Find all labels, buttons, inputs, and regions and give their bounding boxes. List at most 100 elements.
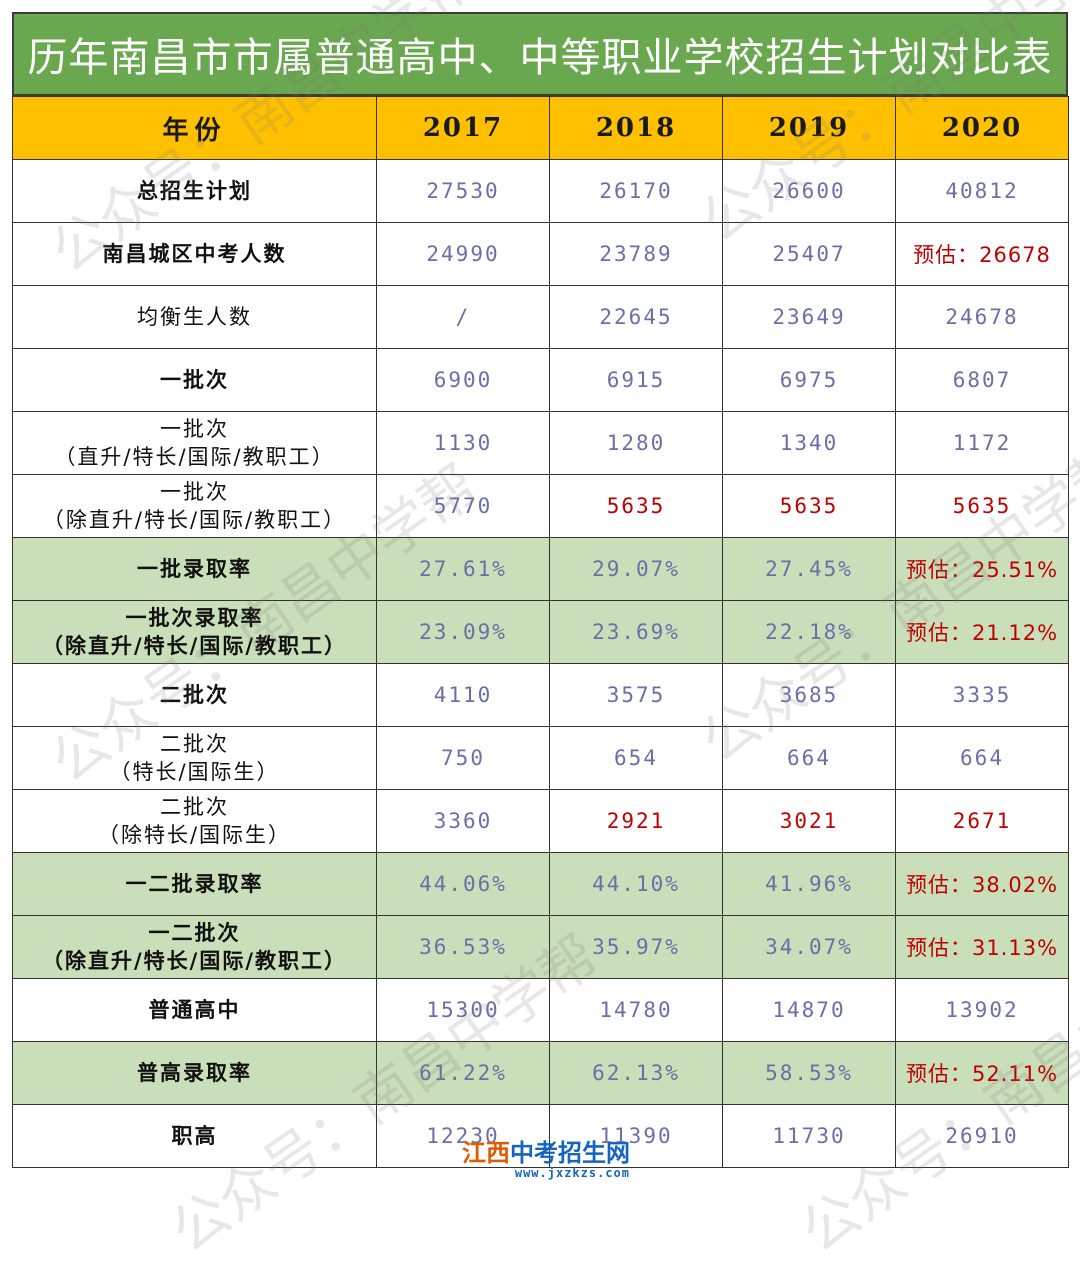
comparison-sheet: 历年南昌市市属普通高中、中等职业学校招生计划对比表 年份 2017 2018 2… (12, 12, 1069, 1168)
table-row: 一批次 6900 6915 6975 6807 (12, 348, 1069, 412)
table-cell: 22645 (549, 285, 723, 349)
site-logo: 江西中考招生网 www.jxzkzs.com (462, 1138, 630, 1182)
table-cell: 11390 (549, 1104, 723, 1168)
table-cell: 664 (722, 726, 896, 790)
table-row: 二批次 4110 3575 3685 3335 (12, 663, 1069, 727)
logo-brand-a: 江西 (462, 1139, 510, 1167)
table-title: 历年南昌市市属普通高中、中等职业学校招生计划对比表 (12, 12, 1068, 96)
table-cell: 3360 (376, 789, 550, 853)
logo-brand-b: 中考招生网 (510, 1139, 630, 1167)
table-cell: 26910 (895, 1104, 1069, 1168)
table-cell: 750 (376, 726, 550, 790)
header-year-2017: 2017 (376, 96, 550, 160)
table-cell: 24678 (895, 285, 1069, 349)
table-row: 南昌城区中考人数 24990 23789 25407 预估：26678 (12, 222, 1069, 286)
table-cell: 23789 (549, 222, 723, 286)
row-label: 一批次 （直升/特长/国际/教职工） (12, 411, 377, 475)
table-cell: 44.06% (376, 852, 550, 916)
table-cell: 2921 (549, 789, 723, 853)
table-cell: 61.22% (376, 1041, 550, 1105)
row-label: 均衡生人数 (12, 285, 377, 349)
table-cell: 预估：21.12% (895, 600, 1069, 664)
table-cell: 6900 (376, 348, 550, 412)
table-cell: 6807 (895, 348, 1069, 412)
table-cell: 3575 (549, 663, 723, 727)
table-row: 职高 12230 11390 11730 26910 (12, 1104, 1069, 1168)
table-cell: / (376, 285, 550, 349)
table-row: 一批录取率 27.61% 29.07% 27.45% 预估：25.51% (12, 537, 1069, 601)
row-label: 二批次 （特长/国际生） (12, 726, 377, 790)
table-cell: 5635 (895, 474, 1069, 538)
table-cell: 23649 (722, 285, 896, 349)
table-cell: 25407 (722, 222, 896, 286)
table-cell: 2671 (895, 789, 1069, 853)
table-row: 总招生计划 27530 26170 26600 40812 (12, 159, 1069, 223)
row-label: 二批次 （除特长/国际生） (12, 789, 377, 853)
table-cell: 6915 (549, 348, 723, 412)
table-cell: 1172 (895, 411, 1069, 475)
row-label: 一二批次 （除直升/特长/国际/教职工） (12, 915, 377, 979)
table-cell: 3335 (895, 663, 1069, 727)
table-row: 一批次录取率 （除直升/特长/国际/教职工） 23.09% 23.69% 22.18%… (12, 600, 1069, 664)
table-cell: 11730 (722, 1104, 896, 1168)
row-label: 一二批录取率 (12, 852, 377, 916)
table-cell: 预估：31.13% (895, 915, 1069, 979)
table-row: 普通高中 15300 14780 14870 13902 (12, 978, 1069, 1042)
table-cell: 15300 (376, 978, 550, 1042)
table-cell: 26600 (722, 159, 896, 223)
header-row: 年份 2017 2018 2019 2020 (12, 96, 1069, 160)
row-label: 总招生计划 (12, 159, 377, 223)
header-year-2020: 2020 (895, 96, 1069, 160)
table-row: 均衡生人数/22645 23649 24678 (12, 285, 1069, 349)
row-label: 一批次录取率 （除直升/特长/国际/教职工） (12, 600, 377, 664)
logo-url: www.jxzkzs.com (514, 1166, 630, 1180)
row-label: 一批次 （除直升/特长/国际/教职工） (12, 474, 377, 538)
row-label: 南昌城区中考人数 (12, 222, 377, 286)
table-row: 二批次 （特长/国际生） 750 654 664 664 (12, 726, 1069, 790)
table-row: 普高录取率 61.22% 62.13% 58.53% 预估：52.11% (12, 1041, 1069, 1105)
row-label: 职高 (12, 1104, 377, 1168)
header-year-2018: 2018 (549, 96, 723, 160)
table-cell: 12230 (376, 1104, 550, 1168)
header-year-label: 年份 (12, 96, 377, 160)
table-cell: 6975 (722, 348, 896, 412)
table-cell: 27.61% (376, 537, 550, 601)
table-cell: 41.96% (722, 852, 896, 916)
table-cell: 1340 (722, 411, 896, 475)
table-cell: 14780 (549, 978, 723, 1042)
table-cell: 1280 (549, 411, 723, 475)
table-cell: 35.97% (549, 915, 723, 979)
enrollment-table: 年份 2017 2018 2019 2020 总招生计划 27530 26170 26… (12, 96, 1069, 1168)
table-cell: 27530 (376, 159, 550, 223)
table-cell: 36.53% (376, 915, 550, 979)
table-cell: 5770 (376, 474, 550, 538)
table-row: 二批次 （除特长/国际生） 3360 2921 3021 2671 (12, 789, 1069, 853)
table-cell: 58.53% (722, 1041, 896, 1105)
table-cell: 654 (549, 726, 723, 790)
table-cell: 29.07% (549, 537, 723, 601)
table-cell: 预估：38.02% (895, 852, 1069, 916)
row-label: 普高录取率 (12, 1041, 377, 1105)
table-cell: 34.07% (722, 915, 896, 979)
table-cell: 1130 (376, 411, 550, 475)
table-cell: 13902 (895, 978, 1069, 1042)
table-cell: 23.69% (549, 600, 723, 664)
table-cell: 预估：26678 (895, 222, 1069, 286)
row-label: 二批次 (12, 663, 377, 727)
table-cell: 24990 (376, 222, 550, 286)
table-cell: 40812 (895, 159, 1069, 223)
table-row: 一批次 （直升/特长/国际/教职工） 1130 1280 1340 1172 (12, 411, 1069, 475)
table-cell: 14870 (722, 978, 896, 1042)
row-label: 普通高中 (12, 978, 377, 1042)
row-label: 一批录取率 (12, 537, 377, 601)
row-label: 一批次 (12, 348, 377, 412)
table-cell: 3021 (722, 789, 896, 853)
table-cell: 3685 (722, 663, 896, 727)
table-cell: 26170 (549, 159, 723, 223)
table-cell: 62.13% (549, 1041, 723, 1105)
header-year-2019: 2019 (722, 96, 896, 160)
table-cell: 5635 (549, 474, 723, 538)
table-row: 一批次 （除直升/特长/国际/教职工） 5770 5635 5635 5635 (12, 474, 1069, 538)
table-cell: 5635 (722, 474, 896, 538)
table-row: 一二批录取率 44.06% 44.10% 41.96% 预估：38.02% (12, 852, 1069, 916)
